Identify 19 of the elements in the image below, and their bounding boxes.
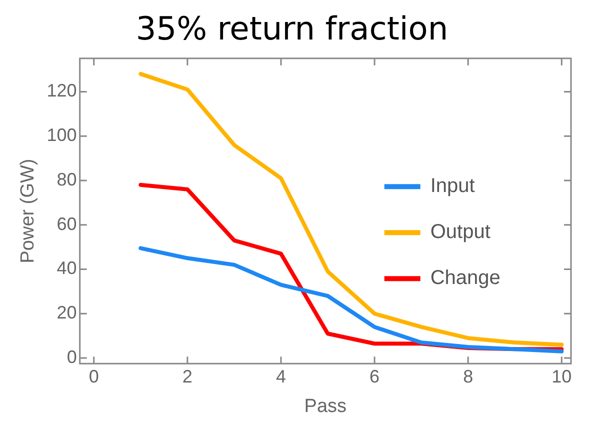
y-tick-label: 120 — [46, 80, 77, 101]
x-tick-label: 0 — [88, 366, 99, 386]
x-tick-label: 6 — [370, 366, 380, 386]
y-axis-title: Power (GW) — [18, 158, 39, 264]
x-tick-label: 10 — [552, 366, 572, 386]
legend-label: Change — [430, 267, 500, 290]
y-tick-label: 20 — [56, 302, 77, 323]
legend-label: Output — [430, 221, 491, 244]
x-tick-label: 2 — [182, 366, 192, 386]
y-tick-label: 80 — [56, 169, 77, 190]
y-tick-label: 60 — [56, 214, 77, 234]
y-tick-label: 0 — [66, 347, 77, 368]
y-tick-label: 100 — [46, 125, 77, 146]
x-tick-label: 4 — [276, 366, 286, 386]
y-tick-label: 40 — [56, 258, 77, 278]
chart-title: 35% return fraction — [136, 10, 448, 48]
x-axis-title: Pass — [304, 396, 347, 417]
x-tick-label: 8 — [463, 366, 474, 386]
legend-label: Input — [430, 175, 476, 198]
